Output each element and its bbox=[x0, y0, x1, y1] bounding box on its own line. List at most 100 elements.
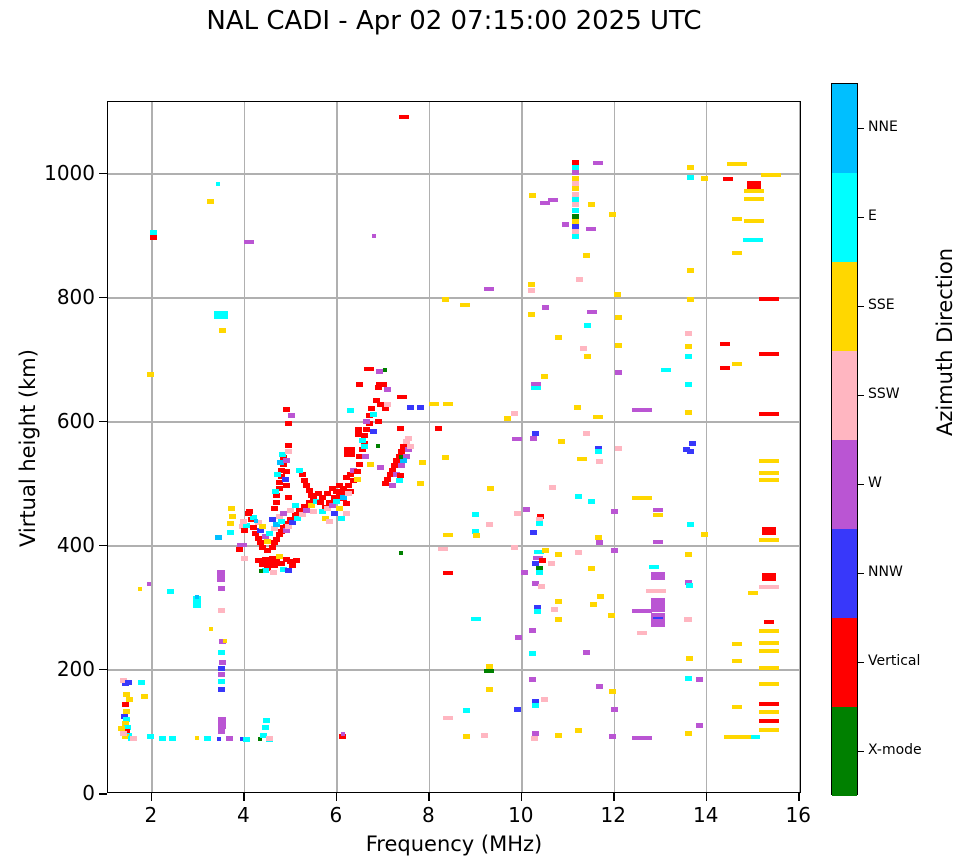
echo-point-w bbox=[283, 457, 291, 463]
gridline-x-12 bbox=[613, 102, 615, 792]
echo-point-sse bbox=[726, 162, 747, 166]
echo-point-e bbox=[370, 412, 378, 418]
echo-point-w bbox=[696, 677, 704, 683]
azimuth-colorbar bbox=[831, 83, 858, 796]
echo-point-e bbox=[684, 675, 692, 681]
echo-point-sse bbox=[194, 736, 199, 741]
colorbar-label-ssw: SSW bbox=[868, 385, 900, 402]
echo-point-sse bbox=[485, 686, 493, 692]
echo-point-w bbox=[282, 527, 290, 533]
echo-point-e bbox=[395, 478, 403, 484]
echo-point-sse bbox=[218, 328, 226, 334]
x-tick-4 bbox=[243, 793, 245, 801]
echo-point-e bbox=[250, 514, 258, 520]
echo-point-e bbox=[296, 467, 304, 473]
echo-point-nne bbox=[400, 457, 408, 463]
echo-point-nnw bbox=[257, 527, 265, 533]
echo-point-e bbox=[125, 732, 133, 738]
echo-point-e bbox=[216, 181, 221, 186]
echo-point-nnw bbox=[513, 706, 521, 712]
echo-point-w bbox=[532, 730, 540, 736]
echo-point-vertical bbox=[759, 411, 780, 416]
echo-point-nne bbox=[253, 519, 258, 524]
echo-point-w bbox=[595, 684, 603, 690]
echo-point-e bbox=[661, 367, 672, 372]
echo-point-nne bbox=[276, 459, 284, 465]
x-tick-10 bbox=[520, 793, 523, 801]
y-tick-800 bbox=[99, 296, 107, 299]
echo-point-vertical bbox=[391, 462, 399, 468]
echo-point-w bbox=[402, 453, 410, 459]
echo-point-w bbox=[244, 240, 255, 245]
echo-point-ssw bbox=[275, 514, 283, 520]
echo-point-w bbox=[651, 597, 666, 606]
echo-point-e bbox=[572, 197, 580, 203]
echo-point-vertical bbox=[759, 702, 780, 707]
echo-point-sse bbox=[731, 705, 742, 710]
echo-point-ssw bbox=[583, 431, 591, 437]
echo-point-w bbox=[362, 453, 370, 459]
echo-point-vertical bbox=[343, 446, 355, 457]
echo-point-vertical bbox=[244, 510, 252, 516]
echo-point-vertical bbox=[393, 457, 401, 463]
echo-point-w bbox=[393, 472, 401, 478]
colorbar-tick-e bbox=[858, 216, 864, 218]
echo-point-w bbox=[593, 161, 604, 166]
echo-point-sse bbox=[731, 217, 742, 222]
echo-point-vertical bbox=[259, 562, 267, 568]
echo-point-sse bbox=[428, 401, 439, 406]
echo-point-sse bbox=[555, 599, 563, 605]
echo-point-sse bbox=[687, 297, 695, 303]
echo-point-e bbox=[312, 498, 320, 504]
colorbar-tick-x-mode bbox=[858, 750, 864, 752]
echo-point-vertical bbox=[396, 394, 407, 399]
echo-point-sse bbox=[541, 374, 549, 380]
echo-point-vertical bbox=[358, 447, 366, 453]
echo-point-w bbox=[217, 569, 226, 582]
echo-point-e bbox=[462, 708, 470, 714]
echo-point-e bbox=[150, 229, 158, 235]
echo-point-ssw bbox=[407, 444, 415, 450]
echo-point-vertical bbox=[289, 563, 297, 569]
echo-point-w bbox=[587, 310, 598, 315]
echo-point-ssw bbox=[548, 561, 556, 567]
echo-point-nnw bbox=[217, 687, 225, 693]
echo-point-sse bbox=[759, 628, 780, 633]
echo-point-ssw bbox=[284, 523, 292, 529]
echo-point-w bbox=[615, 370, 623, 376]
echo-point-ssw bbox=[481, 733, 489, 739]
echo-point-sse bbox=[208, 627, 213, 632]
echo-point-sse bbox=[227, 520, 235, 526]
echo-point-w bbox=[610, 548, 618, 554]
echo-point-sse bbox=[572, 186, 580, 192]
echo-point-nnw bbox=[689, 440, 697, 446]
echo-point-e bbox=[319, 509, 327, 515]
echo-point-vertical bbox=[324, 490, 332, 496]
echo-point-vertical bbox=[536, 513, 544, 519]
echo-point-vertical bbox=[344, 482, 352, 488]
echo-point-vertical bbox=[720, 366, 731, 370]
echo-point-vertical bbox=[298, 472, 306, 478]
echo-point-ssw bbox=[402, 439, 410, 445]
echo-point-e bbox=[159, 735, 167, 741]
echo-point-nnw bbox=[240, 736, 245, 741]
echo-point-sse bbox=[555, 617, 563, 623]
echo-point-ssw bbox=[683, 617, 691, 623]
echo-point-sse bbox=[759, 478, 780, 483]
echo-point-sse bbox=[747, 591, 758, 596]
echo-point-vertical bbox=[372, 397, 380, 403]
echo-point-w bbox=[609, 733, 617, 739]
echo-point-w bbox=[632, 408, 653, 413]
echo-point-sse bbox=[575, 727, 583, 733]
echo-point-vertical bbox=[539, 557, 547, 563]
echo-point-vertical bbox=[349, 478, 357, 484]
colorbar-tick-vertical bbox=[858, 661, 864, 663]
colorbar-label-w: W bbox=[868, 474, 882, 491]
x-tick-label-16: 16 bbox=[785, 803, 811, 827]
y-tick-0 bbox=[99, 793, 107, 795]
echo-point-e bbox=[535, 570, 543, 576]
echo-point-vertical bbox=[720, 341, 731, 346]
echo-point-e bbox=[534, 608, 542, 614]
x-tick-16 bbox=[798, 793, 800, 801]
echo-point-vertical bbox=[284, 443, 292, 449]
